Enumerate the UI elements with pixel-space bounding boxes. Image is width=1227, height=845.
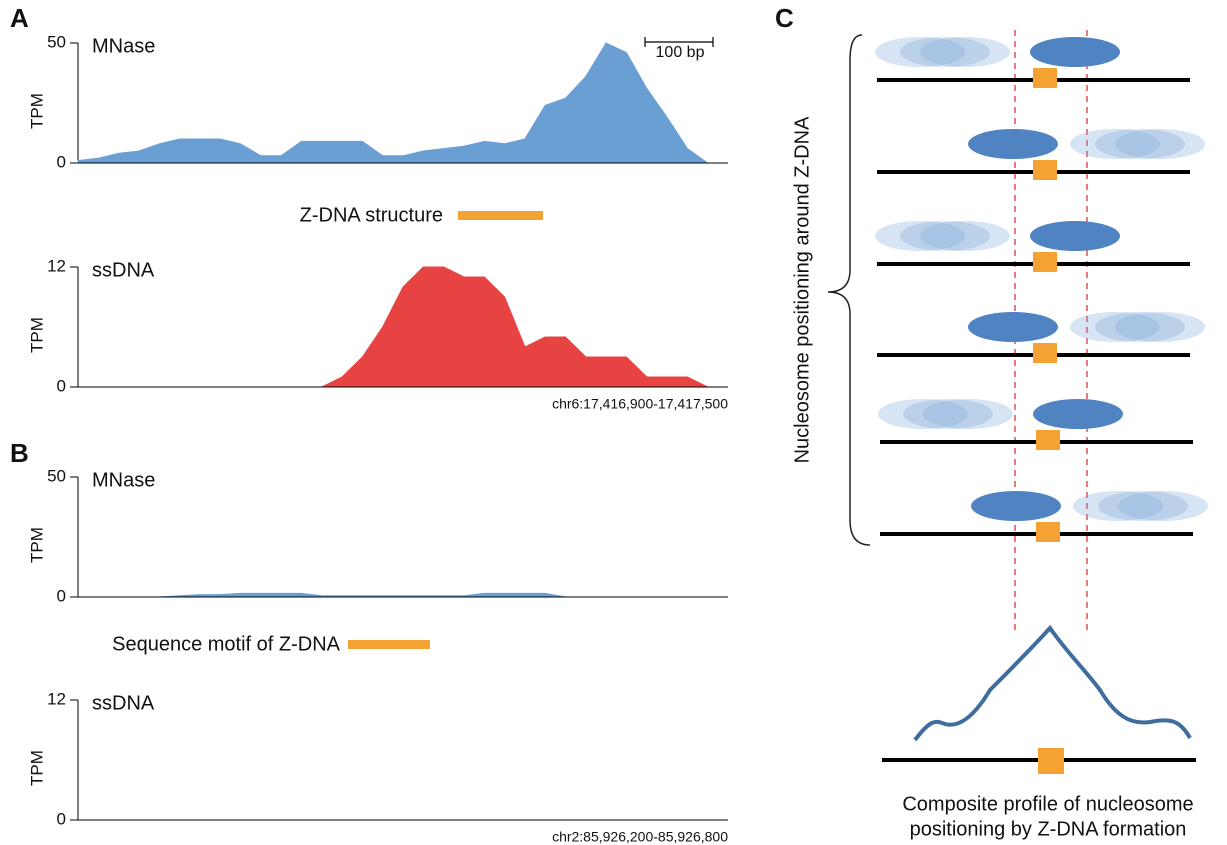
track-label: ssDNA: [92, 692, 155, 714]
fuzzy-nucleosome: [1115, 129, 1205, 159]
nucleosome: [971, 491, 1061, 521]
diagram: Nucleosome positioning around Z-DNA Comp…: [791, 30, 1208, 840]
feature-label: Z-DNA structure: [300, 204, 443, 226]
feature-label: Sequence motif of Z-DNA: [112, 633, 341, 655]
y-tick-label: 0: [57, 152, 66, 171]
figure: A B C Nucleosome positioning around Z-DN…: [0, 0, 1227, 845]
z-dna-box: [1038, 748, 1064, 774]
fuzzy-nucleosome: [923, 399, 1013, 429]
z-dna-box: [1033, 68, 1057, 88]
panel-label: B: [10, 438, 29, 468]
y-axis-label: TPM: [27, 527, 46, 563]
side-label: Nucleosome positioning around Z-DNA: [791, 116, 813, 463]
feature-bar: [458, 211, 543, 220]
signal-area: [78, 267, 728, 387]
y-tick-label: 50: [47, 32, 66, 51]
caption: Composite profile of nucleosome: [902, 793, 1193, 815]
z-dna-box: [1036, 430, 1060, 450]
panel-label: C: [775, 3, 794, 33]
fuzzy-nucleosome: [920, 37, 1010, 67]
feature-bar: [348, 640, 430, 649]
region-label: chr2:85,926,200-85,926,800: [552, 829, 728, 845]
fuzzy-nucleosome: [920, 221, 1010, 251]
y-tick-label: 0: [57, 586, 66, 605]
nucleosome: [1030, 221, 1120, 251]
nucleosome: [1033, 399, 1123, 429]
brace: [828, 35, 870, 545]
y-tick-label: 0: [57, 809, 66, 828]
scale-bar-label: 100 bp: [656, 44, 705, 61]
y-axis-label: TPM: [27, 93, 46, 129]
track-label: MNase: [92, 469, 155, 491]
signal-area: [78, 43, 728, 163]
nucleosome: [968, 312, 1058, 342]
caption: positioning by Z-DNA formation: [910, 818, 1187, 840]
y-tick-label: 12: [47, 689, 66, 708]
y-axis-label: TPM: [27, 317, 46, 353]
panel-label: A: [10, 3, 29, 33]
fuzzy-nucleosome: [1118, 491, 1208, 521]
z-dna-box: [1033, 343, 1057, 363]
composite-profile: [915, 628, 1190, 740]
track-label: ssDNA: [92, 259, 155, 281]
y-axis-label: TPM: [27, 750, 46, 786]
nucleosome: [968, 129, 1058, 159]
z-dna-box: [1036, 522, 1060, 542]
y-tick-label: 50: [47, 466, 66, 485]
y-tick-label: 12: [47, 256, 66, 275]
track-label: MNase: [92, 35, 155, 57]
region-label: chr6:17,416,900-17,417,500: [552, 396, 728, 412]
fuzzy-nucleosome: [1115, 312, 1205, 342]
z-dna-box: [1033, 252, 1057, 272]
nucleosome: [1030, 37, 1120, 67]
y-tick-label: 0: [57, 376, 66, 395]
z-dna-box: [1033, 160, 1057, 180]
signal-area: [78, 593, 728, 597]
